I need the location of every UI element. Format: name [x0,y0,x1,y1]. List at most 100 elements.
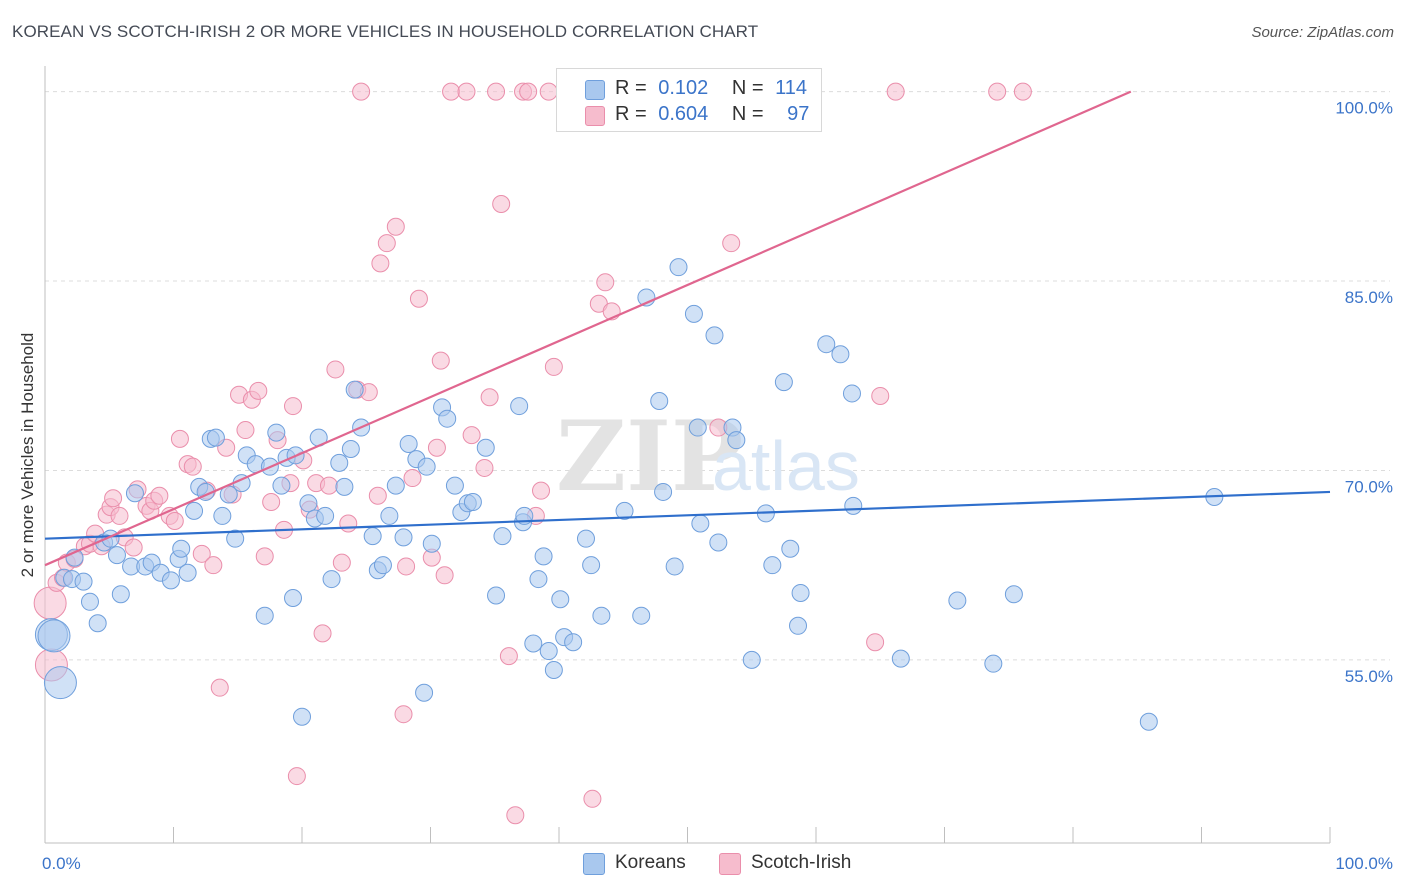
korean-point [476,438,495,457]
korean-point [330,453,349,472]
scotch-irish-point [339,514,358,533]
legend-swatch-koreans [585,80,605,100]
korean-point [284,589,303,608]
legend-n-value-scotch-irish: 97 [787,103,810,125]
legend-n-label: N = [731,103,764,125]
korean-point [293,707,311,726]
korean-point [665,557,684,576]
scotch-irish-point [150,486,169,505]
legend-n-value-koreans: 114 [775,77,808,99]
watermark-zip: ZIP [556,400,743,513]
grid-lines [45,91,1390,661]
korean-point [487,586,506,605]
scotch-irish-point [249,381,268,400]
scotch-irish-point [236,421,255,440]
scotch-irish-point [255,547,274,566]
korean-points [34,258,1224,731]
korean-point [510,397,529,416]
scotch-irish-point [368,486,387,505]
scotch-irish-point [544,357,563,376]
bottom-legend-label-koreans: Koreans [615,852,686,873]
korean-point [842,384,861,403]
scotch-irish-point [397,557,416,576]
scotch-irish-point [377,234,396,253]
korean-point [111,585,130,604]
scotch-irish-point [409,289,428,308]
korean-point [669,258,688,277]
korean-point [1139,712,1158,731]
y-tick-label: 85.0% [1345,288,1393,307]
scotch-irish-point [462,426,481,445]
korean-point [415,683,434,702]
korean-point [178,563,197,582]
korean-point [763,556,782,575]
korean-point [791,583,810,602]
korean-point [781,539,800,558]
korean-point [632,606,651,625]
legend-r-value-koreans: 0.102 [658,77,709,99]
y-tick-label: 70.0% [1345,477,1393,496]
korean-point [373,556,392,575]
bottom-swatch-koreans [583,853,605,875]
korean-point [709,533,728,552]
axes [44,66,1331,844]
korean-point [615,501,634,520]
legend-r-label: R = [615,77,647,99]
scotch-irish-point [457,82,476,101]
scotch-irish-point [499,647,518,666]
korean-point [684,304,703,323]
korean-point [539,642,558,661]
korean-point [831,345,850,364]
scotch-irish-point [1013,82,1032,101]
scotch-irish-point [319,476,338,495]
korean-point [529,570,548,589]
korean-point [534,547,553,566]
korean-point [564,633,583,652]
korean-point [1004,585,1023,604]
korean-point [688,418,707,437]
korean-point [650,392,669,411]
korean-point [125,484,144,503]
korean-point [335,477,354,496]
scotch-irish-point [435,566,454,585]
scotch-irish-point [506,806,525,825]
korean-point [386,476,405,495]
korean-point [817,335,836,354]
scotch-irish-point [988,82,1007,101]
scotch-irish-trend-line [44,90,1132,567]
scotch-irish-point [352,82,371,101]
scotch-irish-point [394,705,413,724]
korean-point [417,457,436,476]
korean-point [272,476,291,495]
source-label: Source: ZipAtlas.com [1251,24,1394,41]
scotch-irish-point [492,195,511,214]
korean-point [544,660,563,679]
scotch-irish-point [326,360,345,379]
scotch-irish-point [539,82,558,101]
korean-point [316,506,335,525]
korean-point [844,496,863,515]
watermark: ZIP atlas [556,400,860,513]
korean-point [576,529,595,548]
scotch-irish-point [386,217,405,236]
korean-point [582,556,601,575]
trend-lines [44,90,1331,567]
scotch-irish-point [210,678,229,697]
x-tick-label-min: 0.0% [42,854,81,873]
korean-point [299,494,318,513]
scotch-irish-point [287,767,306,786]
scotch-irish-point [722,234,741,253]
scotch-irish-point [165,511,184,530]
korean-point [267,423,286,442]
korean-point [206,428,225,447]
korean-point [727,431,746,450]
korean-point [363,527,382,546]
y-tick-label: 100.0% [1335,99,1393,118]
korean-point [691,514,710,533]
stats-legend: R = 0.102 N = 114 R = 0.604 N = 97 [556,68,822,132]
korean-point [213,506,232,525]
korean-point [185,501,204,520]
y-tick-label: 55.0% [1345,667,1393,686]
korean-point [345,380,364,399]
scotch-irish-point [104,489,123,508]
